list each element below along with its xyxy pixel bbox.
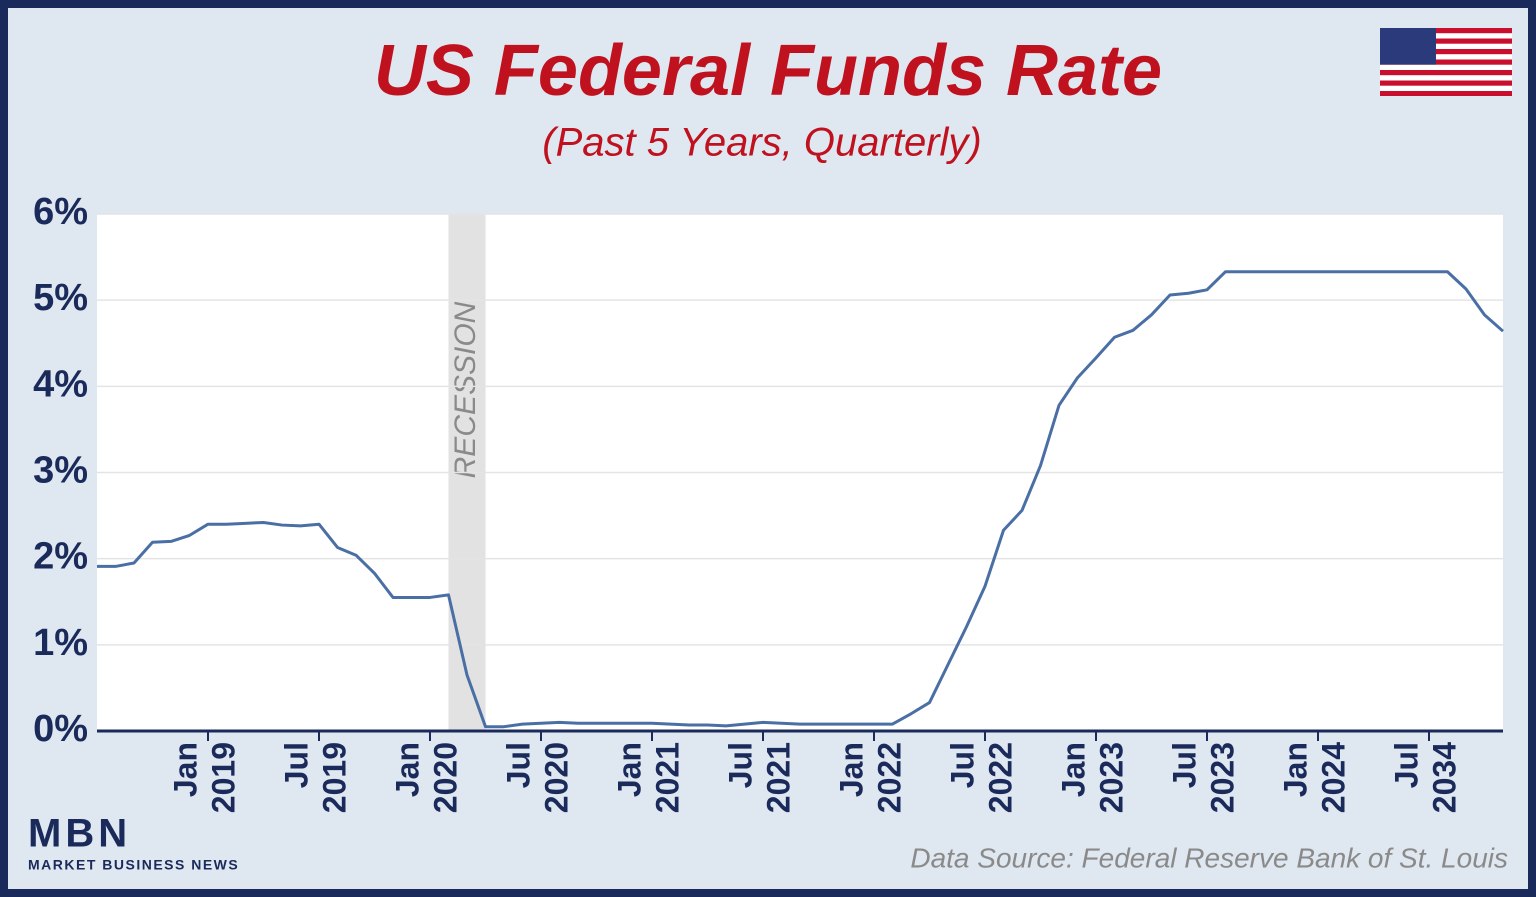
x-tick-label: 2020	[427, 742, 463, 813]
y-tick-label: 3%	[33, 450, 88, 492]
x-tick-label: 2034	[1426, 742, 1462, 813]
x-tick-label: 2023	[1204, 742, 1240, 813]
x-tick-label: Jul	[1388, 742, 1424, 788]
x-tick-label: 2022	[871, 742, 907, 813]
x-tick-label: Jan	[611, 742, 647, 797]
chart-title: US Federal Funds Rate	[374, 31, 1162, 111]
x-tick-label: 2020	[538, 742, 574, 813]
recession-label: RECESSION	[449, 301, 482, 478]
x-tick-label: 2021	[760, 742, 796, 813]
x-tick-label: Jul	[1166, 742, 1202, 788]
x-tick-label: 2023	[1093, 742, 1129, 813]
x-tick-label: 2024	[1315, 742, 1351, 813]
x-tick-label: Jan	[833, 742, 869, 797]
x-tick-label: Jan	[167, 742, 203, 797]
brand-logo: MBN	[28, 812, 131, 856]
flag	[1380, 28, 1512, 96]
chart-subtitle: (Past 5 Years, Quarterly)	[542, 121, 981, 165]
y-tick-label: 5%	[33, 277, 88, 319]
x-tick-label: Jul	[278, 742, 314, 788]
x-tick-label: Jan	[389, 742, 425, 797]
y-tick-label: 6%	[33, 191, 88, 233]
brand-name: MARKET BUSINESS NEWS	[28, 857, 239, 873]
x-tick-label: 2021	[649, 742, 685, 813]
x-tick-label: Jan	[1277, 742, 1313, 797]
data-line	[97, 270, 1504, 729]
source-note: Data Source: Federal Reserve Bank of St.…	[910, 842, 1508, 873]
x-tick-label: Jan	[1055, 742, 1091, 797]
x-tick-label: 2022	[982, 742, 1018, 813]
y-tick-label: 4%	[33, 363, 88, 405]
x-tick-label: 2019	[316, 742, 352, 813]
y-tick-label: 1%	[33, 622, 88, 664]
x-tick-label: Jul	[500, 742, 536, 788]
x-tick-label: 2019	[205, 742, 241, 813]
x-tick-label: Jul	[944, 742, 980, 788]
x-tick-label: Jul	[722, 742, 758, 788]
y-tick-label: 2%	[33, 536, 88, 578]
y-tick-label: 0%	[33, 708, 88, 750]
